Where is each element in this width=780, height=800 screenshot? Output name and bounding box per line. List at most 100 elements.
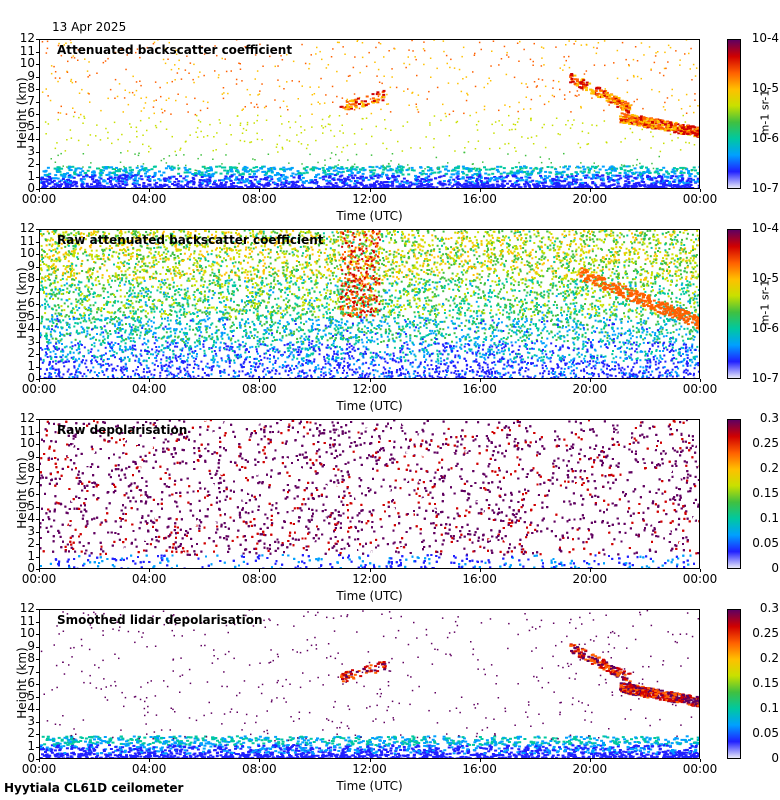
y-axis-label: Height (km) xyxy=(15,253,29,353)
y-tick-label: 6 xyxy=(11,296,35,310)
y-tick-label: 1 xyxy=(11,169,35,183)
heatmap-plot xyxy=(39,609,700,759)
y-tick-label: 4 xyxy=(11,321,35,335)
y-tick-mark xyxy=(36,51,39,53)
y-tick-label: 2 xyxy=(11,346,35,360)
colorbar-tick-label: 0 xyxy=(733,561,779,575)
y-tick-label: 9 xyxy=(11,449,35,463)
y-tick-mark xyxy=(36,101,39,103)
x-tick-label: 08:00 xyxy=(234,572,284,586)
x-tick-mark xyxy=(479,379,481,382)
panel-title: Attenuated backscatter coefficient xyxy=(57,43,292,57)
x-tick-label: 00:00 xyxy=(14,572,64,586)
heatmap-texture xyxy=(39,609,700,759)
heatmap-plot xyxy=(39,229,700,379)
x-tick-label: 12:00 xyxy=(345,762,395,776)
heatmap-texture xyxy=(39,39,700,189)
y-tick-label: 10 xyxy=(11,246,35,260)
y-tick-mark xyxy=(36,419,39,420)
y-tick-mark xyxy=(36,556,39,558)
colorbar-unit: m-1 sr-1 xyxy=(759,268,772,338)
y-tick-label: 5 xyxy=(11,689,35,703)
colorbar xyxy=(727,419,741,569)
x-tick-mark xyxy=(39,379,40,382)
y-tick-label: 12 xyxy=(11,31,35,45)
y-tick-label: 11 xyxy=(11,424,35,438)
y-tick-label: 4 xyxy=(11,701,35,715)
y-tick-mark xyxy=(36,494,39,495)
y-tick-mark xyxy=(36,279,39,280)
y-tick-mark xyxy=(36,721,39,723)
x-tick-mark xyxy=(589,759,591,762)
y-tick-label: 4 xyxy=(11,511,35,525)
x-tick-label: 00:00 xyxy=(14,382,64,396)
y-tick-label: 3 xyxy=(11,144,35,158)
y-tick-mark xyxy=(36,671,39,673)
x-tick-label: 16:00 xyxy=(455,762,505,776)
x-tick-mark xyxy=(369,759,371,762)
y-tick-mark xyxy=(36,291,39,293)
x-tick-mark xyxy=(149,379,151,382)
y-tick-mark xyxy=(36,659,39,660)
x-tick-label: 00:00 xyxy=(14,762,64,776)
colorbar-tick-label: 0.3 xyxy=(733,601,779,615)
x-tick-mark xyxy=(700,569,701,572)
y-tick-mark xyxy=(36,76,39,78)
x-tick-label: 00:00 xyxy=(675,762,725,776)
y-tick-label: 11 xyxy=(11,614,35,628)
colorbar-tick-label: 0.1 xyxy=(733,701,779,715)
colorbar-tick-label: 0.25 xyxy=(733,436,779,450)
heatmap-svg xyxy=(39,609,700,759)
x-tick-mark xyxy=(369,379,371,382)
panel-title: Smoothed lidar depolarisation xyxy=(57,613,263,627)
y-tick-mark xyxy=(36,696,39,698)
colorbar-tick-label: 0.05 xyxy=(733,726,779,740)
y-tick-label: 7 xyxy=(11,284,35,298)
x-axis-label: Time (UTC) xyxy=(310,209,430,223)
x-tick-label: 00:00 xyxy=(675,572,725,586)
x-tick-label: 16:00 xyxy=(455,192,505,206)
y-tick-mark xyxy=(36,759,39,760)
x-tick-mark xyxy=(149,759,151,762)
y-tick-label: 6 xyxy=(11,486,35,500)
x-axis-label: Time (UTC) xyxy=(310,589,430,603)
colorbar-tick-label: 0.15 xyxy=(733,676,779,690)
x-tick-mark xyxy=(259,379,261,382)
x-tick-mark xyxy=(589,379,591,382)
y-tick-label: 6 xyxy=(11,676,35,690)
y-tick-mark xyxy=(36,569,39,570)
x-tick-mark xyxy=(479,189,481,192)
x-tick-label: 04:00 xyxy=(124,762,174,776)
colorbar xyxy=(727,39,741,189)
y-tick-mark xyxy=(36,531,39,533)
y-tick-label: 8 xyxy=(11,651,35,665)
y-tick-label: 11 xyxy=(11,234,35,248)
y-tick-mark xyxy=(36,329,39,330)
y-tick-label: 0 xyxy=(11,371,35,385)
y-tick-mark xyxy=(36,734,39,735)
y-tick-mark xyxy=(36,609,39,610)
x-tick-label: 20:00 xyxy=(565,762,615,776)
y-tick-label: 2 xyxy=(11,156,35,170)
y-tick-mark xyxy=(36,379,39,380)
colorbar-tick-label: 0.2 xyxy=(733,461,779,475)
y-axis-label: Height (km) xyxy=(15,633,29,733)
y-tick-mark xyxy=(36,341,39,343)
colorbar-tick-label: 10-6 xyxy=(733,321,779,335)
colorbar-tick-label: 0 xyxy=(733,751,779,765)
heatmap-plot xyxy=(39,39,700,189)
y-axis-label: Height (km) xyxy=(15,63,29,163)
y-tick-label: 1 xyxy=(11,739,35,753)
x-tick-mark xyxy=(479,569,481,572)
y-tick-mark xyxy=(36,164,39,165)
x-tick-mark xyxy=(700,759,701,762)
heatmap-plot xyxy=(39,419,700,569)
panel-title: Raw attenuated backscatter coefficient xyxy=(57,233,324,247)
y-tick-label: 9 xyxy=(11,259,35,273)
y-tick-label: 11 xyxy=(11,44,35,58)
y-tick-mark xyxy=(36,189,39,190)
y-tick-mark xyxy=(36,456,39,458)
colorbar-tick-label: 10-4 xyxy=(733,31,779,45)
y-tick-mark xyxy=(36,304,39,305)
y-axis-label: Height (km) xyxy=(15,443,29,543)
